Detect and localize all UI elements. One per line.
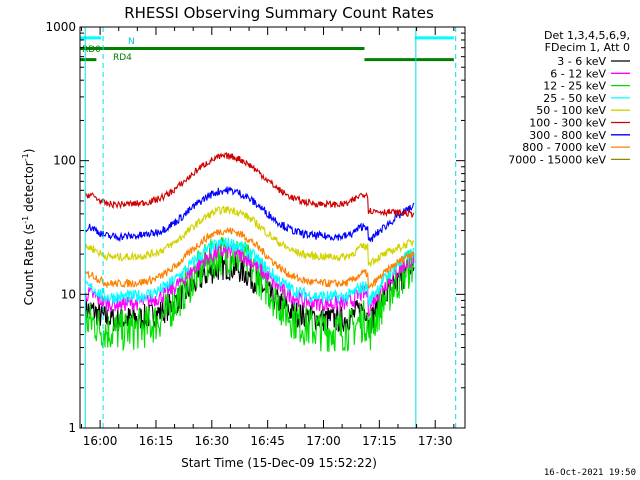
legend-header-line-1: Det 1,3,4,5,6,9,	[544, 29, 630, 42]
y-axis-label: Count Rate (s-1 detector-1)	[21, 149, 36, 306]
legend-label: 100 - 300 keV	[529, 117, 606, 130]
legend-label: 7000 - 15000 keV	[508, 153, 606, 166]
x-tick-label: 16:45	[250, 434, 285, 448]
legend-label: 800 - 7000 keV	[522, 141, 606, 154]
legend: Det 1,3,4,5,6,9, FDecim 1, Att 0 3 - 6 k…	[508, 29, 630, 166]
legend-label: 12 - 25 keV	[543, 80, 606, 93]
x-tick-label: 16:30	[195, 434, 230, 448]
series-traces	[85, 151, 415, 352]
legend-label: 50 - 100 keV	[536, 104, 606, 117]
x-axis-label: Start Time (15-Dec-09 15:52:22)	[181, 456, 377, 470]
flag-label: N	[128, 37, 135, 47]
y-tick-label: 100	[53, 154, 76, 168]
x-tick-label: 17:00	[306, 434, 341, 448]
x-tick-label: 17:15	[362, 434, 397, 448]
y-tick-label: 1000	[45, 20, 76, 34]
series-line	[85, 151, 415, 218]
series-line	[85, 226, 415, 289]
x-axis: 16:00 16:15 16:30 16:45 17:00 17:15 17:30	[80, 27, 455, 448]
y-axis: 1 10 100 1000	[45, 20, 465, 435]
flag-label: RD0	[82, 45, 101, 55]
legend-label: 6 - 12 keV	[550, 67, 606, 80]
x-tick-label: 17:30	[418, 434, 453, 448]
series-line	[85, 237, 415, 307]
x-tick-label: 16:00	[83, 434, 118, 448]
flag-label: RD4	[113, 53, 132, 63]
legend-label: 3 - 6 keV	[557, 55, 606, 68]
event-markers	[84, 27, 457, 428]
status-flags: N RD0 RD4	[80, 36, 454, 63]
y-tick-label: 1	[68, 421, 76, 435]
legend-label: 25 - 50 keV	[543, 92, 606, 105]
legend-header-line-2: FDecim 1, Att 0	[545, 41, 630, 54]
x-tick-label: 16:15	[139, 434, 174, 448]
plot-frame	[79, 26, 466, 429]
series-line	[85, 186, 415, 243]
legend-label: 300 - 800 keV	[529, 129, 606, 142]
chart-title: RHESSI Observing Summary Count Rates	[124, 4, 434, 22]
footer-date: 16-Oct-2021 19:50	[544, 468, 636, 478]
y-tick-label: 10	[61, 287, 76, 301]
series-line	[85, 205, 415, 267]
